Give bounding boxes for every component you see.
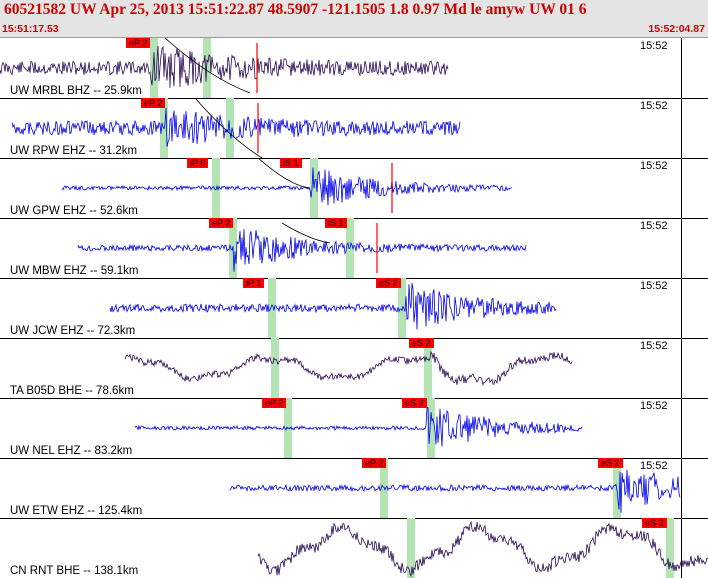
pick-band [150, 38, 158, 98]
station-label: UW JCW EHZ -- 72.3km [10, 325, 136, 337]
trace-row[interactable]: eP 2 iS 1 15:52 UW MBW EHZ -- 59.1km [0, 218, 708, 279]
station-label: UW MRBL BHZ -- 25.9km [10, 85, 142, 97]
trace-row[interactable]: eS 2 CN RNT BHE -- 138.1km [0, 518, 708, 578]
end-time: 15:52:04.87 [648, 23, 705, 35]
trace-row[interactable]: eP 2 15:52 UW RPW EHZ -- 31.2km [0, 98, 708, 159]
waveform [134, 406, 583, 447]
trace-row[interactable]: eP 2 eS 2 15:52 UW ETW EHZ -- 125.4km [0, 458, 708, 519]
time-label: 15:52 [640, 40, 668, 52]
phase-pick[interactable]: iP 0 [187, 158, 209, 168]
pick-band [666, 518, 674, 578]
phase-pick[interactable]: eS 2 [642, 518, 667, 528]
travel-time-curve [164, 38, 251, 94]
waveform [229, 469, 681, 513]
phase-pick[interactable]: eP 2 [126, 38, 151, 48]
station-label: CN RNT BHE -- 138.1km [10, 565, 139, 577]
pick-band [407, 518, 415, 578]
phase-pick[interactable]: eS 2 [376, 278, 401, 288]
pick-band [427, 398, 435, 458]
waveform [77, 229, 527, 272]
time-label: 15:52 [640, 220, 668, 232]
station-label: UW MBW EHZ -- 59.1km [10, 265, 139, 277]
phase-pick[interactable]: eP 2 [362, 458, 387, 468]
waveform [61, 167, 513, 206]
travel-time-curve [281, 222, 331, 244]
travel-time-curve [194, 98, 263, 158]
waveform [0, 45, 449, 88]
station-label: UW GPW EHZ -- 52.6km [10, 205, 138, 217]
pick-band [424, 338, 432, 398]
phase-pick[interactable]: iP 1 [243, 278, 265, 288]
pick-band [398, 278, 406, 338]
panel-divider [681, 38, 682, 578]
event-title: 60521582 UW Apr 25, 2013 15:51:22.87 48.… [4, 1, 587, 18]
time-label: 15:52 [640, 280, 668, 292]
phase-pick[interactable]: iS 1 [325, 218, 347, 228]
phase-pick[interactable]: eS 2 [402, 398, 427, 408]
phase-pick[interactable]: iS 1 [280, 158, 302, 168]
pick-band [212, 158, 220, 218]
time-label: 15:52 [640, 460, 668, 472]
time-label: 15:52 [640, 400, 668, 412]
pick-band [271, 338, 279, 398]
travel-time-curve [257, 158, 311, 189]
trace-row[interactable]: eS 2 15:52 TA B05D BHE -- 78.6km [0, 338, 708, 399]
phase-pick[interactable]: eP 2 [141, 98, 166, 108]
station-label: UW NEL EHZ -- 83.2km [10, 445, 133, 457]
trace-row[interactable]: iP 0 iS 1 15:52 UW GPW EHZ -- 52.6km [0, 158, 708, 219]
waveform [11, 107, 461, 147]
waveform [124, 350, 573, 386]
station-label: TA B05D BHE -- 78.6km [10, 385, 134, 397]
time-label: 15:52 [640, 100, 668, 112]
seismogram-panel[interactable]: eP 2 15:52 UW MRBL BHZ -- 25.9km eP 2 15… [0, 38, 708, 578]
phase-pick[interactable]: eS 2 [409, 338, 434, 348]
phase-pick[interactable]: eS 2 [598, 458, 623, 468]
pick-band [268, 278, 276, 338]
trace-row[interactable]: iP 1 eS 2 15:52 UW JCW EHZ -- 72.3km [0, 278, 708, 339]
waveform [109, 283, 557, 330]
station-label: UW ETW EHZ -- 125.4km [10, 505, 143, 517]
waveform [257, 520, 708, 578]
time-label: 15:52 [640, 160, 668, 172]
phase-pick[interactable]: eP 2 [262, 398, 287, 408]
station-label: UW RPW EHZ -- 31.2km [10, 145, 138, 157]
event-header: 60521582 UW Apr 25, 2013 15:51:22.87 48.… [0, 0, 708, 38]
start-time: 15:51:17.53 [2, 23, 59, 35]
time-label: 15:52 [640, 340, 668, 352]
phase-pick[interactable]: eP 2 [209, 218, 234, 228]
trace-row[interactable]: eP 2 eS 2 15:52 UW NEL EHZ -- 83.2km [0, 398, 708, 459]
trace-row[interactable]: eP 2 15:52 UW MRBL BHZ -- 25.9km [0, 38, 708, 99]
